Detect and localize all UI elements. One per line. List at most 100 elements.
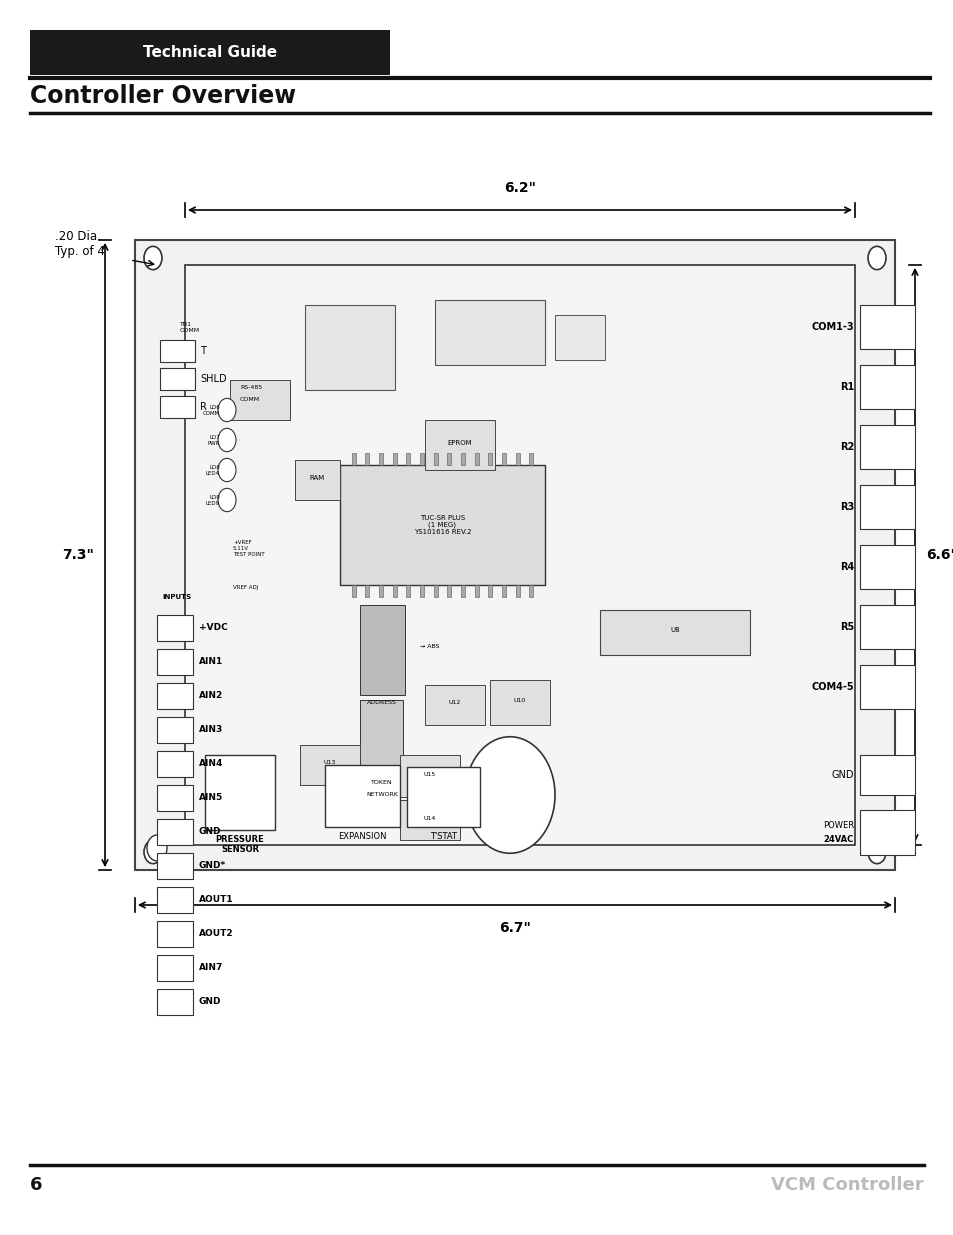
Bar — [157, 819, 193, 845]
Bar — [490, 680, 550, 725]
Text: AIN3: AIN3 — [199, 725, 223, 735]
Text: 6.7": 6.7" — [498, 921, 531, 935]
Text: RAM: RAM — [309, 475, 324, 480]
Text: TB1
COMM: TB1 COMM — [180, 322, 200, 333]
Text: AIN4: AIN4 — [199, 760, 223, 768]
Bar — [157, 751, 193, 777]
Text: 6: 6 — [30, 1176, 43, 1194]
Text: +VDC: +VDC — [199, 624, 228, 632]
Text: R5: R5 — [839, 622, 853, 632]
Text: INPUTS: INPUTS — [162, 594, 191, 600]
Text: NETWORK: NETWORK — [366, 792, 397, 797]
Bar — [447, 453, 451, 466]
Bar — [393, 585, 396, 597]
Bar — [352, 453, 355, 466]
Bar — [501, 585, 505, 597]
Circle shape — [464, 737, 555, 853]
Text: AIN5: AIN5 — [199, 794, 223, 803]
Bar — [305, 305, 395, 390]
Bar — [157, 853, 193, 879]
Text: RS-485: RS-485 — [240, 385, 262, 390]
Bar — [424, 685, 484, 725]
Bar — [157, 683, 193, 709]
Bar — [488, 453, 492, 466]
Bar — [435, 300, 544, 366]
Bar — [434, 453, 437, 466]
Bar — [157, 615, 193, 641]
Text: U15: U15 — [423, 772, 436, 777]
Text: GND: GND — [199, 827, 221, 836]
Bar — [529, 585, 533, 597]
Bar — [424, 420, 495, 471]
Bar — [157, 955, 193, 981]
Text: LD9
LED9: LD9 LED9 — [206, 495, 220, 506]
Bar — [447, 585, 451, 597]
Text: 6.6": 6.6" — [925, 548, 953, 562]
Text: U13: U13 — [323, 761, 335, 766]
Text: LD8
LED4: LD8 LED4 — [206, 466, 220, 475]
Bar — [859, 366, 914, 409]
Circle shape — [144, 840, 162, 863]
Text: AIN2: AIN2 — [199, 692, 223, 700]
Bar — [299, 745, 359, 785]
Circle shape — [144, 246, 162, 269]
Bar — [325, 764, 399, 827]
Text: POWER: POWER — [822, 820, 853, 830]
Text: VCM Controller: VCM Controller — [771, 1176, 923, 1194]
Text: GND: GND — [831, 769, 853, 781]
Bar — [205, 755, 274, 830]
Text: COM4-5: COM4-5 — [810, 682, 853, 692]
Bar — [30, 30, 390, 75]
Bar — [160, 396, 194, 417]
Bar — [399, 800, 459, 840]
Text: T: T — [200, 346, 206, 356]
Bar — [135, 240, 894, 869]
Text: R: R — [200, 403, 207, 412]
Bar — [859, 305, 914, 350]
Bar — [365, 453, 369, 466]
Text: R2: R2 — [839, 442, 853, 452]
Bar — [407, 767, 479, 827]
Text: GND*: GND* — [199, 862, 226, 871]
Bar — [339, 466, 544, 585]
Text: TOKEN: TOKEN — [371, 781, 393, 785]
Bar — [399, 755, 459, 797]
Bar — [859, 810, 914, 855]
Text: 6.2": 6.2" — [503, 182, 536, 195]
Bar — [419, 585, 423, 597]
Text: U12: U12 — [448, 700, 460, 705]
Bar — [185, 266, 854, 845]
Bar — [859, 755, 914, 795]
Bar — [393, 453, 396, 466]
Bar — [859, 664, 914, 709]
Text: AOUT1: AOUT1 — [199, 895, 233, 904]
Bar — [599, 610, 749, 655]
Bar — [157, 650, 193, 676]
Circle shape — [218, 488, 235, 511]
Bar — [501, 453, 505, 466]
Text: U8: U8 — [670, 627, 679, 634]
Text: +VREF
5.11V
TEST POINT: +VREF 5.11V TEST POINT — [233, 540, 264, 557]
Bar — [359, 700, 402, 790]
Text: R4: R4 — [839, 562, 853, 572]
Bar — [406, 453, 410, 466]
Circle shape — [867, 840, 885, 863]
Bar — [859, 545, 914, 589]
Text: .20 Dia.
Typ. of 4: .20 Dia. Typ. of 4 — [55, 230, 105, 258]
Text: GND: GND — [199, 998, 221, 1007]
Text: COM1-3: COM1-3 — [810, 322, 853, 332]
Text: SHLD: SHLD — [200, 374, 227, 384]
Bar — [460, 453, 464, 466]
Text: PRESSURE
SENSOR: PRESSURE SENSOR — [215, 835, 264, 855]
Bar — [157, 989, 193, 1015]
Bar — [516, 453, 519, 466]
Text: Technical Guide: Technical Guide — [143, 44, 276, 61]
Circle shape — [218, 429, 235, 452]
Bar — [859, 605, 914, 650]
Text: R3: R3 — [839, 501, 853, 513]
Bar — [434, 585, 437, 597]
Text: U14: U14 — [423, 815, 436, 820]
Text: T'STAT: T'STAT — [430, 832, 456, 841]
Bar — [516, 585, 519, 597]
Bar — [365, 585, 369, 597]
